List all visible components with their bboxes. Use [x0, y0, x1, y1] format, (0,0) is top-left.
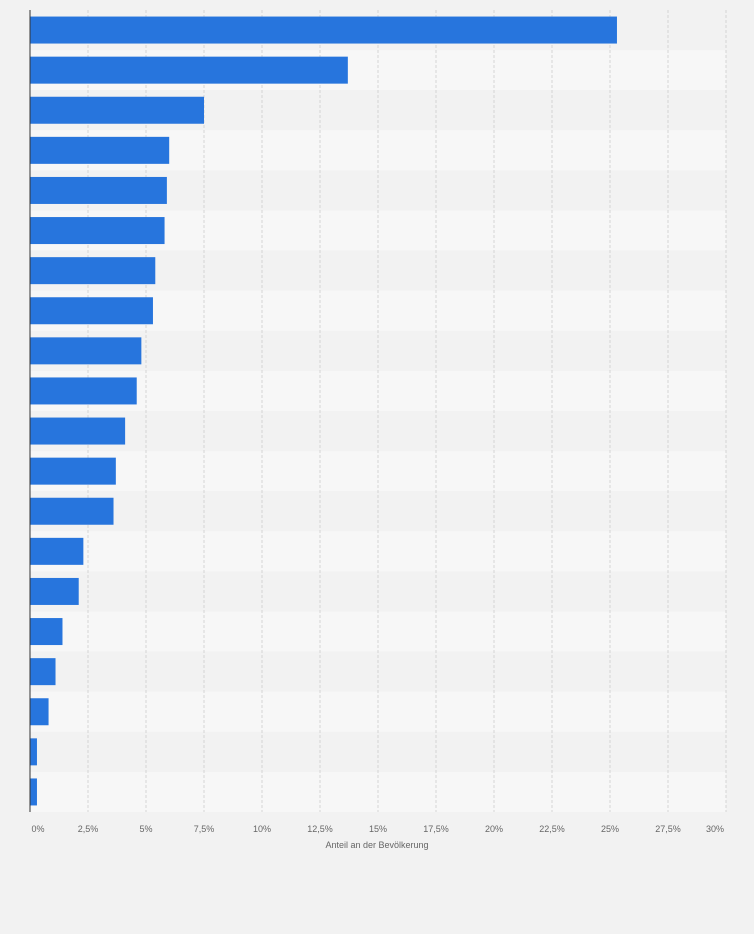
- bar[interactable]: [30, 96, 204, 124]
- bar[interactable]: [30, 618, 63, 646]
- bar[interactable]: [30, 297, 153, 325]
- x-tick-label: 15%: [369, 824, 387, 834]
- bar[interactable]: [30, 136, 170, 164]
- bar[interactable]: [30, 417, 126, 445]
- x-axis-title: Anteil an der Bevölkerung: [325, 840, 428, 850]
- bar[interactable]: [30, 257, 156, 285]
- x-tick-label: 7,5%: [194, 824, 215, 834]
- bar[interactable]: [30, 337, 142, 365]
- bar[interactable]: [30, 537, 84, 565]
- bar[interactable]: [30, 16, 617, 44]
- bar[interactable]: [30, 738, 37, 766]
- bar[interactable]: [30, 698, 49, 726]
- x-tick-label: 27,5%: [655, 824, 681, 834]
- x-tick-label: 25%: [601, 824, 619, 834]
- bar[interactable]: [30, 577, 79, 605]
- x-tick-label: 5%: [139, 824, 152, 834]
- bars: [30, 16, 617, 806]
- x-tick-labels: 0% 2,5% 5% 7,5% 10% 12,5% 15% 17,5% 20% 22,5% 25% 2…: [31, 824, 724, 834]
- bar[interactable]: [30, 658, 56, 686]
- x-tick-label: 20%: [485, 824, 503, 834]
- grid-lines: [87, 10, 727, 812]
- bar[interactable]: [30, 377, 137, 405]
- bar[interactable]: [30, 497, 114, 525]
- x-tick-label: 22,5%: [539, 824, 565, 834]
- bar[interactable]: [30, 778, 37, 806]
- bar[interactable]: [30, 217, 165, 245]
- x-tick-label: 0%: [31, 824, 44, 834]
- x-tick-label: 17,5%: [423, 824, 449, 834]
- bar[interactable]: [30, 56, 348, 84]
- x-tick-label: 12,5%: [307, 824, 333, 834]
- bar[interactable]: [30, 176, 167, 204]
- x-tick-label: 10%: [253, 824, 271, 834]
- bar[interactable]: [30, 457, 116, 485]
- x-tick-label: 2,5%: [78, 824, 99, 834]
- x-tick-label: 30%: [706, 824, 724, 834]
